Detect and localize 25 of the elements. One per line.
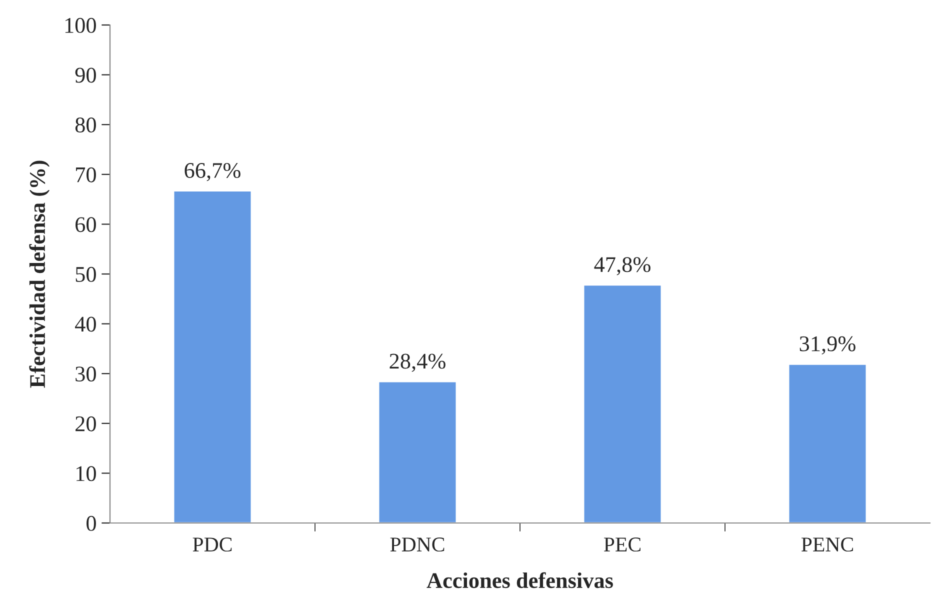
- data-label: 47,8%: [594, 257, 650, 276]
- y-tick-label: 50: [76, 266, 96, 282]
- y-tick-label: 40: [75, 316, 96, 332]
- x-tick-label: PEC: [604, 538, 640, 552]
- y-tick-label: 90: [75, 68, 96, 83]
- bar: [788, 363, 868, 523]
- x-axis-title: Acciones defensivas: [426, 572, 613, 588]
- y-tick-label: 80: [75, 118, 96, 133]
- bar: [582, 284, 662, 523]
- y-tick-label: 0: [86, 516, 96, 531]
- y-tick-label: 10: [76, 466, 96, 482]
- y-tick-label: 100: [65, 18, 96, 33]
- bar: [378, 380, 458, 523]
- x-tick-label: PENC: [801, 538, 853, 552]
- data-label: 66,7%: [184, 162, 240, 182]
- x-tick-label: PDNC: [390, 538, 444, 552]
- bar: [172, 190, 252, 523]
- y-tick-label: 60: [76, 217, 96, 232]
- y-tick-label: 30: [76, 366, 96, 382]
- y-axis-title: Efectividad defensa (%): [29, 160, 50, 388]
- y-tick-label: 20: [76, 416, 96, 432]
- y-tick-label: 70: [76, 167, 96, 182]
- data-label: 28,4%: [390, 354, 446, 372]
- data-label: 31,9%: [800, 336, 856, 354]
- x-tick-label: PDC: [192, 538, 232, 552]
